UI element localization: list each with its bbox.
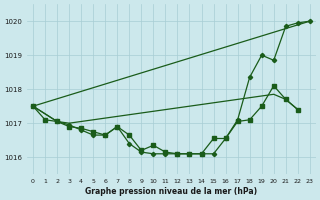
X-axis label: Graphe pression niveau de la mer (hPa): Graphe pression niveau de la mer (hPa) <box>85 187 258 196</box>
